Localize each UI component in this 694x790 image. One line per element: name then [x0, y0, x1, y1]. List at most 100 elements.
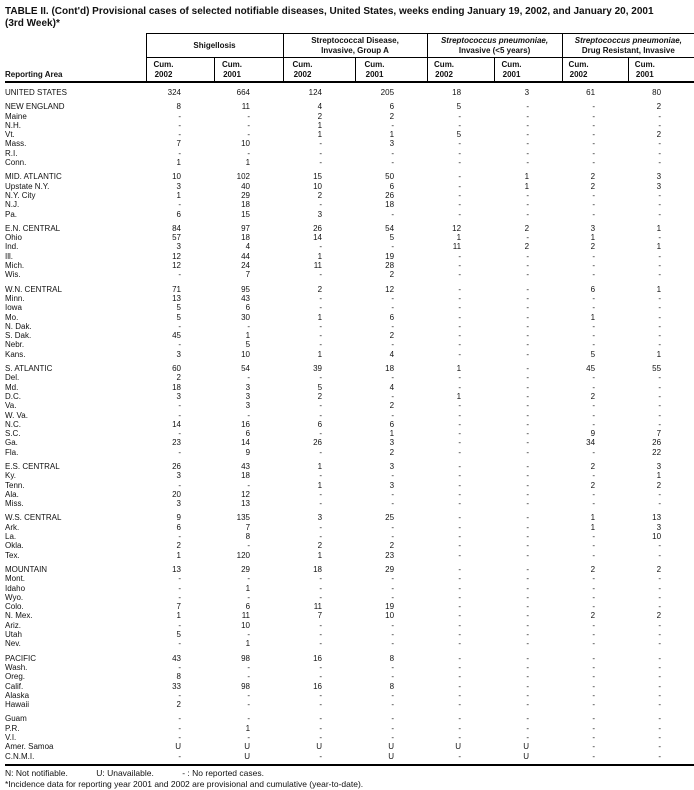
- value-cell: -: [391, 209, 395, 219]
- reporting-area-cell: Tex.: [5, 550, 20, 560]
- value-cell: -: [319, 583, 323, 593]
- value-cell: 22: [652, 447, 662, 457]
- value-cell: -: [658, 751, 662, 761]
- value-cell: 2: [317, 111, 323, 121]
- reporting-area-cell: Nev.: [5, 639, 21, 649]
- value-cell: 3: [245, 391, 251, 401]
- value-cell: -: [391, 391, 395, 401]
- table-row: Miss. 3 13 - - - - - -: [5, 499, 694, 508]
- value-cell: -: [247, 410, 251, 420]
- value-cell: -: [526, 499, 530, 509]
- value-cell: -: [658, 251, 662, 261]
- value-cell: 14: [313, 233, 323, 243]
- reporting-area-cell: Va.: [5, 401, 17, 411]
- value-cell: -: [658, 340, 662, 350]
- value-cell: -: [458, 293, 462, 303]
- value-cell: -: [658, 261, 662, 271]
- year-label: 2001: [635, 69, 654, 79]
- value-cell: -: [458, 532, 462, 542]
- value-cell: -: [178, 200, 181, 210]
- value-cell: -: [658, 550, 662, 560]
- value-cell: -: [526, 391, 530, 401]
- value-cell: -: [458, 480, 462, 490]
- value-cell: -: [526, 723, 530, 733]
- table-row: MID. ATLANTIC 10 102 15 50 - 1 2 3: [5, 167, 694, 181]
- value-cell: -: [526, 471, 530, 481]
- table-row: Tenn. - - 1 3 - - 2 2: [5, 481, 694, 490]
- value-cell: 3: [389, 480, 395, 490]
- value-cell: 1: [317, 130, 323, 140]
- table-row: Wash. - - - - - - - -: [5, 663, 694, 672]
- value-cell: -: [526, 139, 530, 149]
- value-cell: -: [319, 672, 323, 682]
- value-cell: -: [658, 653, 662, 663]
- reporting-area-cell: Guam: [5, 714, 27, 724]
- table-row: Mass. 7 10 - 3 - - - -: [5, 139, 694, 148]
- value-cell: 6: [389, 181, 395, 191]
- value-cell: 98: [241, 653, 251, 663]
- value-cell: -: [391, 373, 395, 383]
- value-cell: 6: [176, 522, 181, 532]
- value-cell: 84: [172, 223, 181, 233]
- value-cell: 45: [586, 364, 596, 374]
- value-cell: -: [658, 662, 662, 672]
- value-cell: -: [592, 653, 596, 663]
- value-cell: -: [592, 130, 596, 140]
- table-section: NEW ENGLAND 8 11 4 6 5- -2 Maine - -2 2- - - - N.H. - -1…: [5, 97, 694, 167]
- value-cell: -: [391, 639, 395, 649]
- value-cell: -: [247, 690, 251, 700]
- value-cell: 7: [245, 270, 251, 280]
- value-cell: -: [458, 662, 462, 672]
- value-cell: 23: [172, 438, 181, 448]
- value-cell: -: [592, 419, 596, 429]
- value-cell: 10: [172, 172, 181, 182]
- value-cell: 26: [313, 438, 323, 448]
- value-cell: 6: [245, 602, 251, 612]
- value-cell: 135: [236, 513, 251, 523]
- value-cell: 2: [590, 391, 596, 401]
- footnote-incidence-note: *Incidence data for reporting year 2001 …: [5, 778, 364, 789]
- table-row: S. Dak. 45 1 - 2 - - - -: [5, 331, 694, 340]
- value-cell: -: [526, 130, 530, 140]
- value-cell: -: [658, 158, 662, 168]
- value-cell: -: [526, 410, 530, 420]
- value-cell: 40: [241, 181, 251, 191]
- table-row: N.J. - 18 - 18 - - - -: [5, 200, 694, 209]
- value-cell: -: [526, 419, 530, 429]
- value-cell: 14: [241, 438, 251, 448]
- value-cell: -: [178, 270, 181, 280]
- value-cell: -: [458, 401, 462, 411]
- value-cell: 39: [313, 364, 323, 374]
- value-cell: -: [391, 321, 395, 331]
- value-cell: -: [526, 261, 530, 271]
- value-cell: -: [247, 148, 251, 158]
- value-cell: -: [592, 672, 596, 682]
- value-cell: -: [658, 293, 662, 303]
- value-cell: 1: [590, 312, 596, 322]
- value-cell: 1: [317, 480, 323, 490]
- value-cell: -: [319, 158, 323, 168]
- value-cell: -: [319, 340, 323, 350]
- legend-no-reported-cases: - : No reported cases.: [182, 767, 264, 778]
- reporting-area-cell: V.I.: [5, 733, 17, 742]
- value-cell: -: [458, 190, 462, 200]
- value-cell: -: [458, 373, 462, 383]
- value-cell: 10: [241, 139, 251, 149]
- value-cell: 1: [176, 611, 181, 621]
- reporting-area-cell: Utah: [5, 630, 22, 640]
- table-row: V.I. - - - - - - - -: [5, 733, 694, 742]
- reporting-area-cell: Vt.: [5, 130, 15, 140]
- value-cell: -: [526, 349, 530, 359]
- value-cell: -: [391, 242, 395, 252]
- value-cell: 1: [245, 639, 251, 649]
- value-cell: -: [178, 321, 181, 331]
- value-cell: -: [247, 541, 251, 551]
- reporting-area-cell: Mont.: [5, 574, 26, 584]
- value-cell: -: [592, 700, 596, 710]
- reporting-area-cell: C.N.M.I.: [5, 751, 35, 761]
- table-section: S. ATLANTIC 60 54 39 18 1-45 55 Del. 2- - - - - - - Md.…: [5, 359, 694, 457]
- value-cell: -: [458, 181, 462, 191]
- value-cell: -: [526, 293, 530, 303]
- table-row: Amer. Samoa U U U U U U - -: [5, 742, 694, 751]
- value-cell: -: [658, 190, 662, 200]
